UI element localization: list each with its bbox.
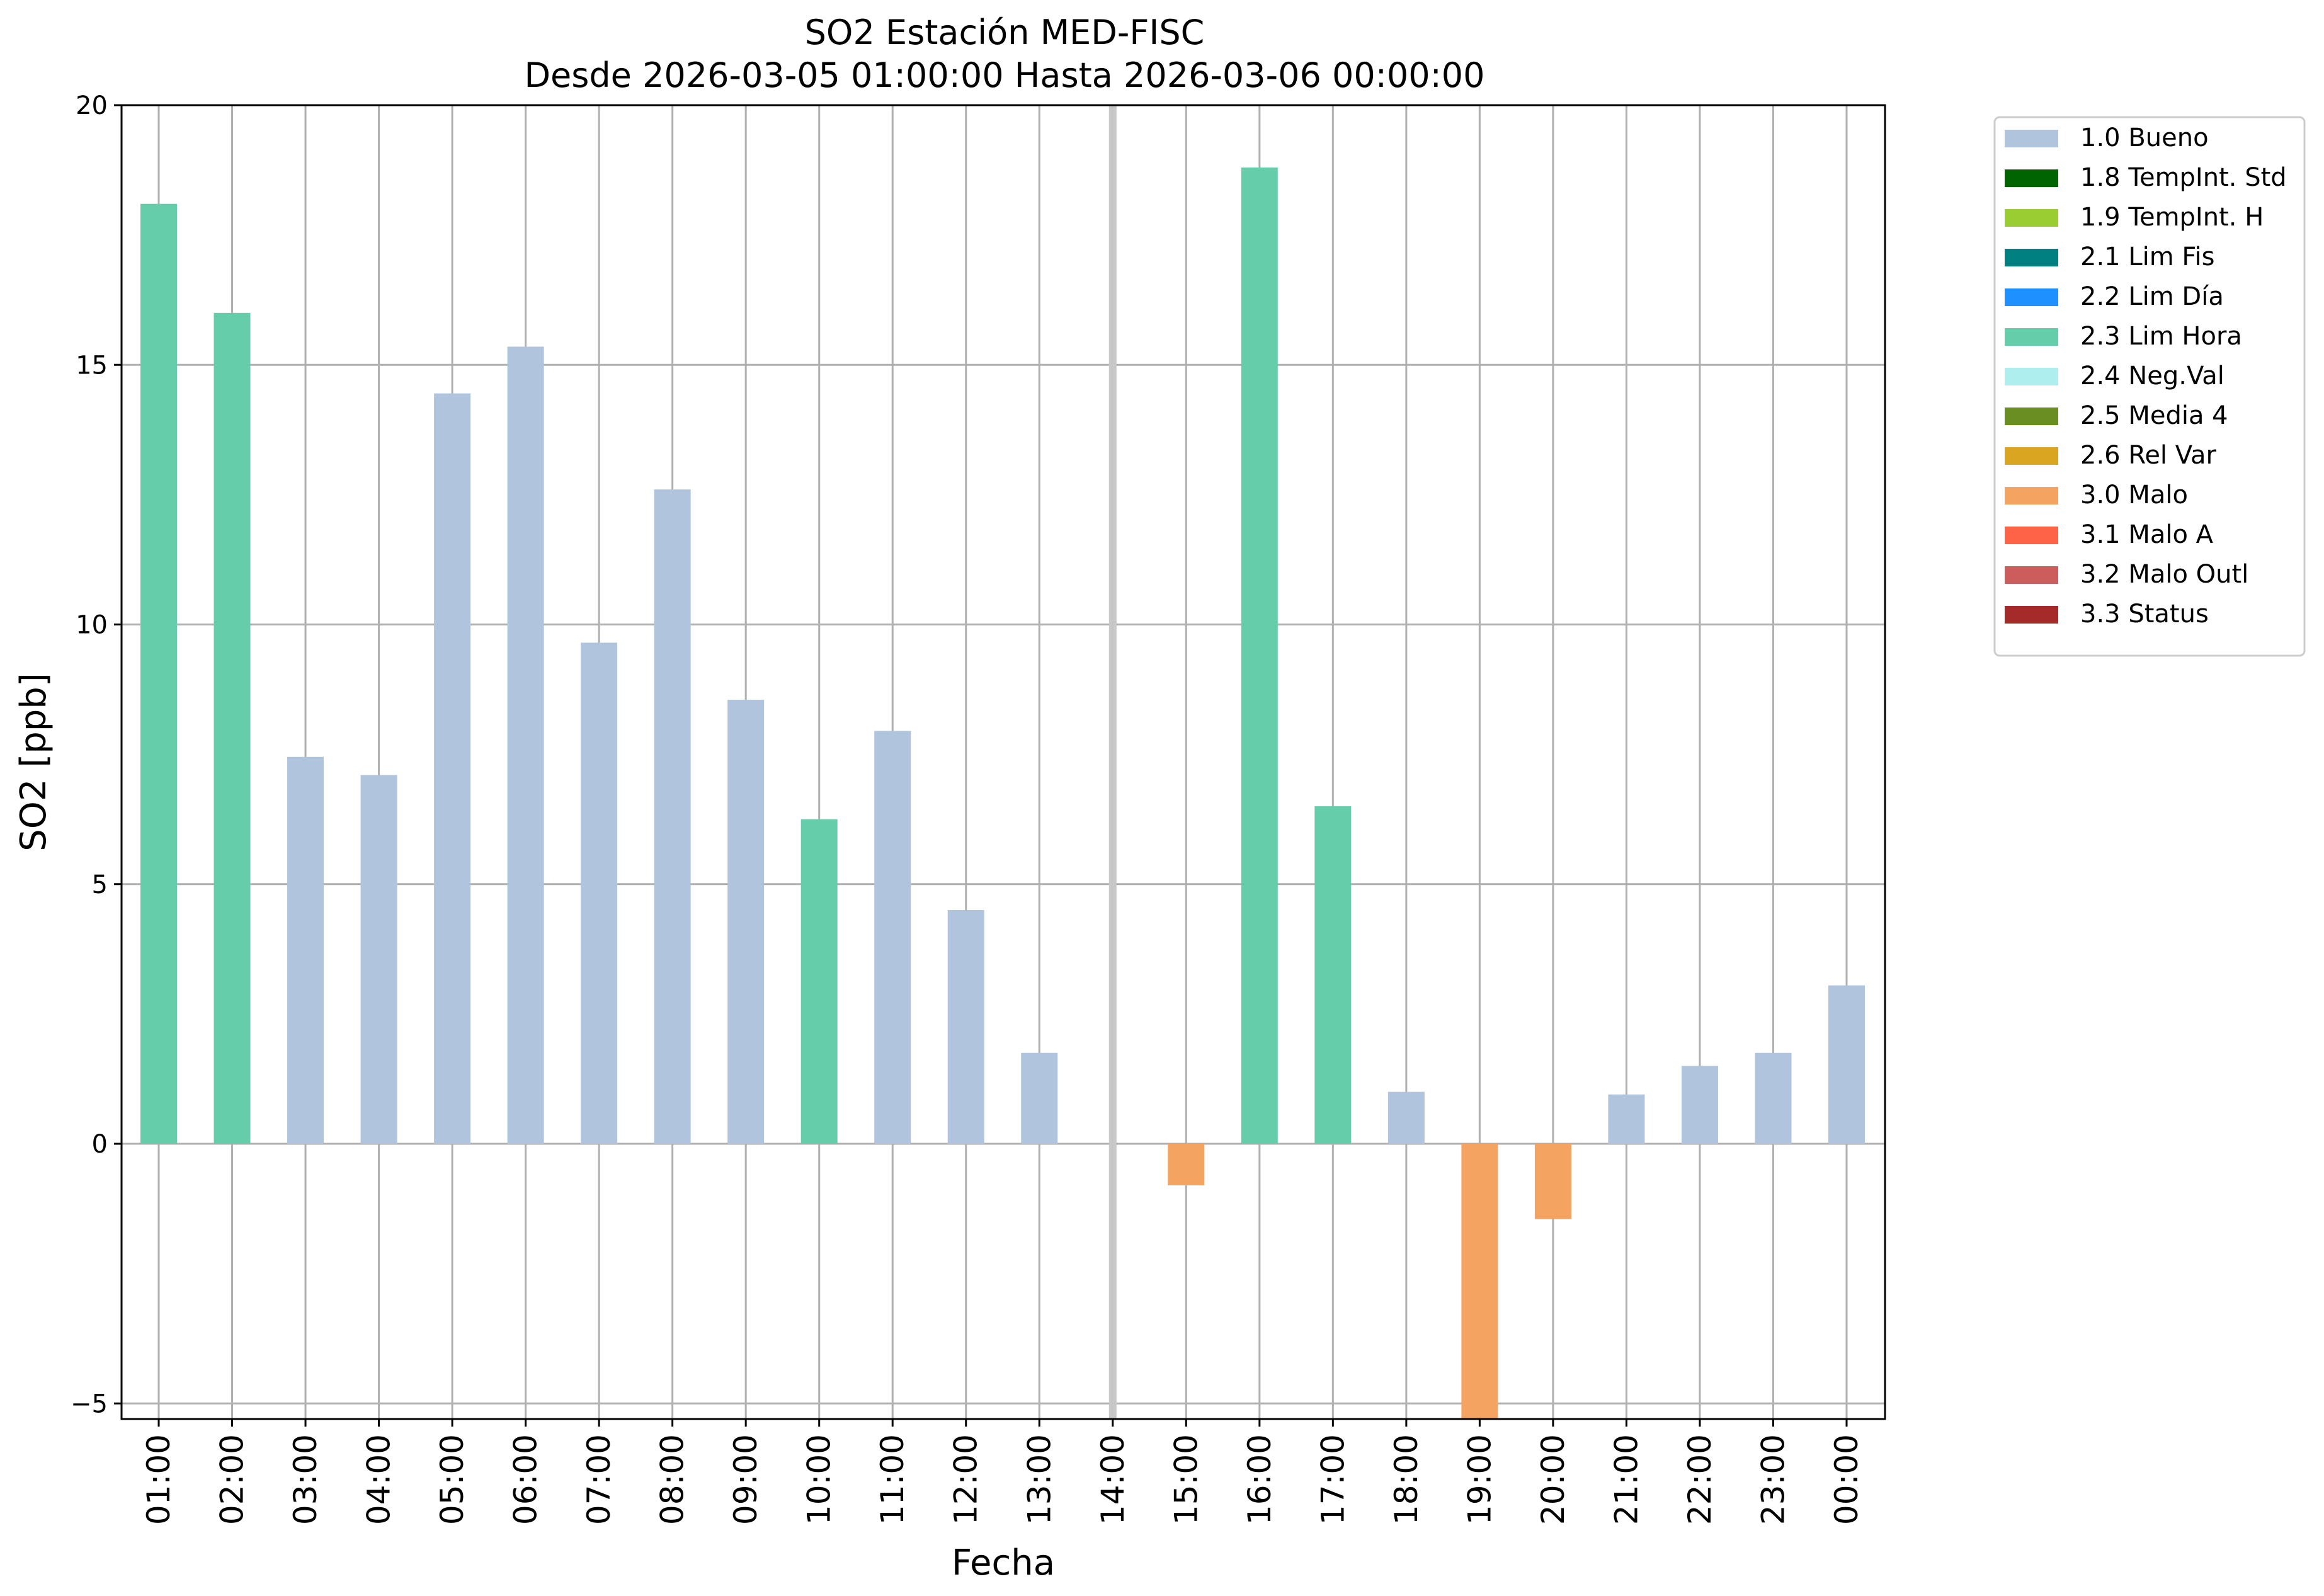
- legend-label: 1.8 TempInt. Std: [2080, 163, 2287, 192]
- legend-label: 3.2 Malo Outl: [2080, 560, 2248, 589]
- y-tick-label: 0: [92, 1130, 108, 1159]
- x-tick-label: 20:00: [1535, 1434, 1571, 1525]
- legend-label: 1.9 TempInt. H: [2080, 203, 2264, 232]
- legend-swatch: [2005, 209, 2058, 227]
- x-tick-label: 10:00: [801, 1434, 838, 1525]
- legend-label: 2.3 Lim Hora: [2080, 322, 2242, 351]
- x-tick-label: 09:00: [727, 1434, 764, 1525]
- legend-label: 2.5 Media 4: [2080, 401, 2228, 430]
- y-tick-label: 15: [76, 351, 108, 380]
- bar-1300: [1021, 1052, 1058, 1144]
- x-tick-label: 18:00: [1388, 1434, 1425, 1525]
- x-tick-label: 04:00: [361, 1434, 397, 1525]
- x-tick-label: 17:00: [1314, 1434, 1351, 1525]
- legend-swatch: [2005, 447, 2058, 465]
- bar-1900: [1461, 1144, 1498, 1419]
- x-tick-label: 12:00: [948, 1434, 984, 1525]
- bar-2100: [1608, 1094, 1645, 1144]
- grid-lines: [122, 104, 1885, 1419]
- legend-swatch: [2005, 408, 2058, 425]
- legend-label: 2.2 Lim Día: [2080, 282, 2224, 311]
- legend-label: 2.6 Rel Var: [2080, 441, 2217, 470]
- bar-0200: [214, 312, 251, 1144]
- y-tick-label: 10: [76, 611, 108, 640]
- bar-0600: [507, 346, 544, 1144]
- legend-swatch: [2005, 328, 2058, 346]
- x-tick-label: 07:00: [581, 1434, 617, 1525]
- legend-label: 2.4 Neg.Val: [2080, 362, 2224, 390]
- bar-1700: [1314, 806, 1352, 1144]
- legend-swatch: [2005, 368, 2058, 385]
- x-tick-label: 05:00: [434, 1434, 470, 1525]
- x-tick-label: 14:00: [1095, 1434, 1131, 1525]
- bar-1600: [1241, 167, 1278, 1144]
- y-tick-label: −5: [71, 1389, 108, 1418]
- bar-1800: [1387, 1092, 1425, 1144]
- legend-swatch: [2005, 249, 2058, 266]
- x-tick-label: 03:00: [287, 1434, 324, 1525]
- x-tick-label: 00:00: [1828, 1434, 1865, 1525]
- chart-subtitle: Desde 2026-03-05 01:00:00 Hasta 2026-03-…: [524, 55, 1484, 95]
- y-axis-label: SO2 [ppb]: [13, 673, 54, 851]
- x-tick-label: 15:00: [1168, 1434, 1204, 1525]
- legend: 1.0 Bueno 1.8 TempInt. Std 1.9 TempInt. H 2…: [1993, 116, 2306, 657]
- x-tick-label: 23:00: [1755, 1434, 1791, 1525]
- legend-swatch: [2005, 487, 2058, 504]
- legend-label: 1.0 Bueno: [2080, 123, 2209, 152]
- x-tick-label: 02:00: [214, 1434, 251, 1525]
- x-tick-label: 19:00: [1461, 1434, 1498, 1525]
- legend-label: 3.0 Malo: [2080, 481, 2188, 510]
- bar-1000: [800, 819, 838, 1144]
- legend-label: 3.3 Status: [2080, 600, 2209, 629]
- x-axis-label: Fecha: [952, 1542, 1055, 1583]
- bar-2000: [1534, 1144, 1571, 1219]
- x-tick-label: 01:00: [140, 1434, 177, 1525]
- legend-swatch: [2005, 288, 2058, 306]
- legend-label: 2.1 Lim Fis: [2080, 242, 2214, 271]
- bar-2300: [1755, 1052, 1792, 1144]
- bar-0400: [360, 775, 397, 1144]
- bar-0300: [287, 756, 324, 1144]
- x-tick-label: 13:00: [1021, 1434, 1057, 1525]
- y-tick-label: 20: [76, 91, 108, 120]
- x-tick-label: 08:00: [654, 1434, 691, 1525]
- bars-group: [140, 167, 1865, 1419]
- legend-swatch: [2005, 566, 2058, 584]
- legend-swatch: [2005, 527, 2058, 544]
- bar-1500: [1168, 1144, 1205, 1185]
- bar-1100: [874, 731, 911, 1144]
- x-tick-label: 06:00: [508, 1434, 544, 1525]
- x-tick-label: 16:00: [1241, 1434, 1278, 1525]
- chart-title: SO2 Estación MED-FISC: [805, 13, 1205, 52]
- axes: −5 0 5 10 15 20 01:00 02:00 03:00 04:00 05:00 06:00…: [71, 91, 1865, 1525]
- legend-box: [1993, 116, 2306, 657]
- y-tick-label: 5: [92, 870, 108, 899]
- legend-swatch: [2005, 130, 2058, 147]
- legend-swatch: [2005, 169, 2058, 187]
- bar-0500: [434, 393, 471, 1144]
- legend-label: 3.1 Malo A: [2080, 520, 2214, 549]
- plot-area: [120, 104, 1886, 1420]
- bar-0800: [654, 489, 691, 1144]
- bar-0000: [1828, 985, 1865, 1144]
- bar-0700: [581, 642, 618, 1144]
- bar-0100: [140, 203, 177, 1144]
- bar-0900: [727, 700, 765, 1144]
- bar-1200: [947, 909, 984, 1144]
- x-tick-label: 22:00: [1682, 1434, 1718, 1525]
- bar-2200: [1681, 1066, 1718, 1144]
- x-tick-label: 11:00: [874, 1434, 911, 1525]
- legend-swatch: [2005, 606, 2058, 624]
- x-tick-label: 21:00: [1608, 1434, 1644, 1525]
